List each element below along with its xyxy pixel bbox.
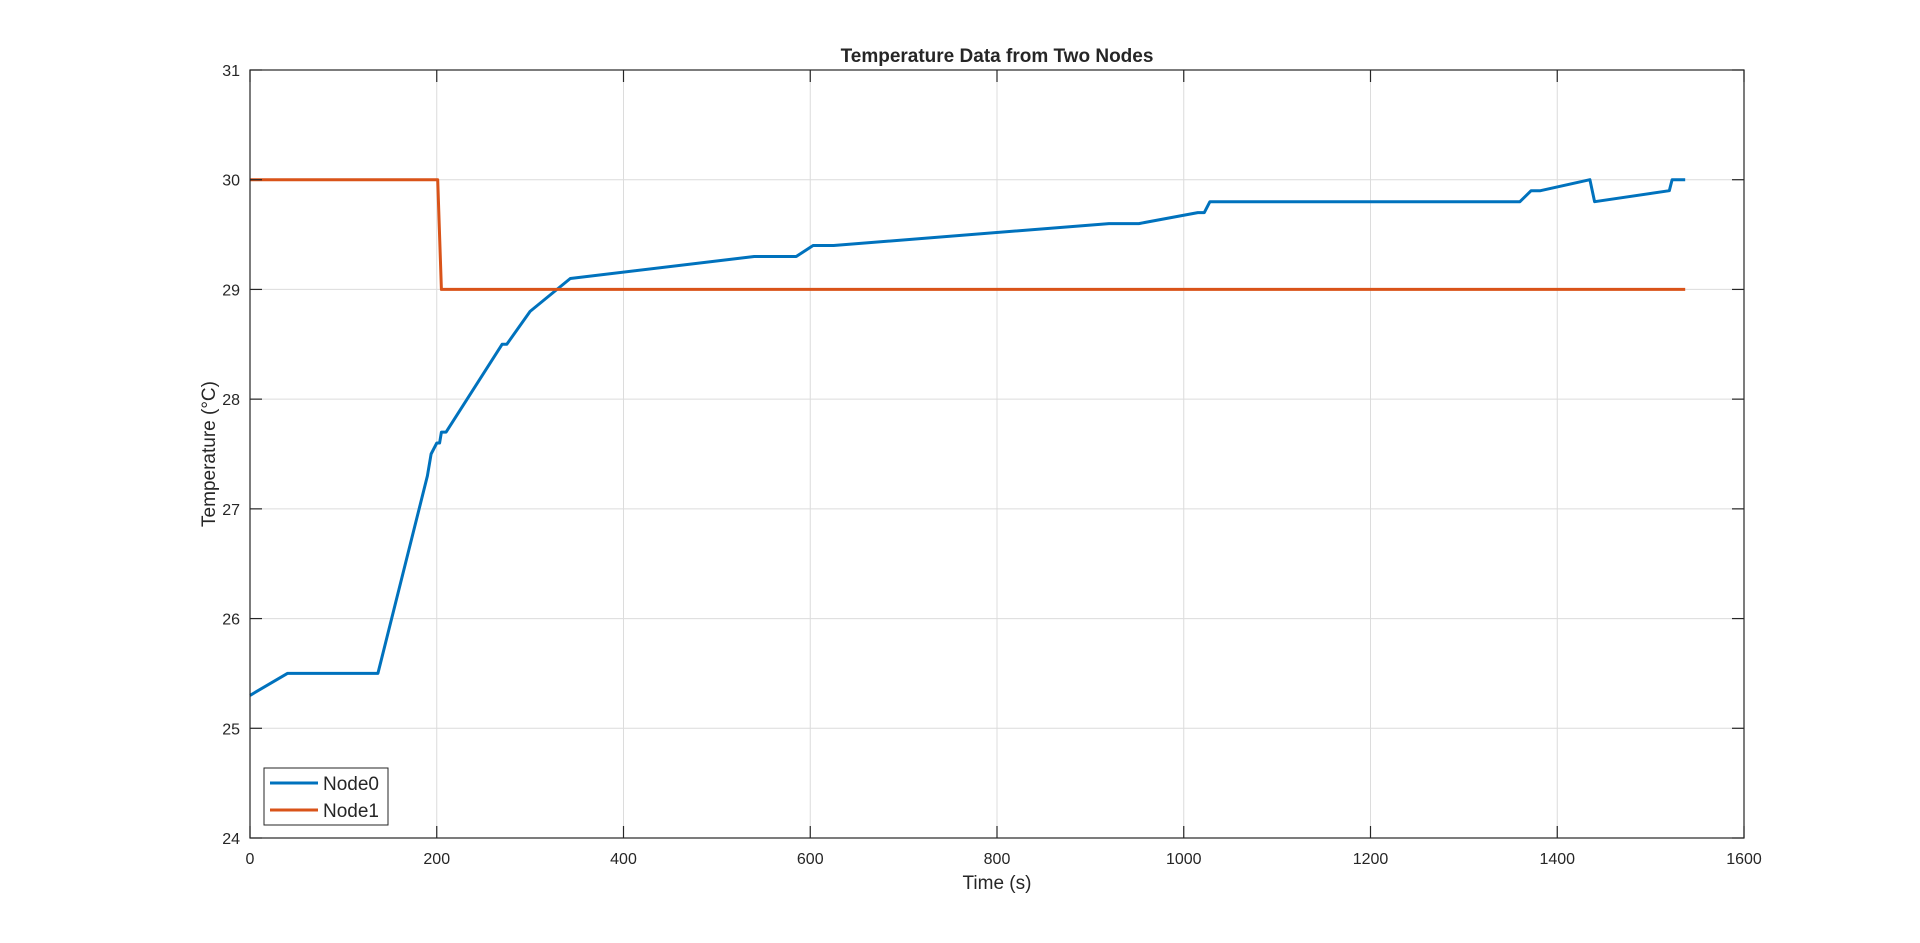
y-tick-label: 30 xyxy=(222,173,240,190)
series-line-node1 xyxy=(250,178,1686,291)
y-tick-label: 28 xyxy=(222,392,240,409)
y-tick-label: 24 xyxy=(222,831,240,848)
grid xyxy=(250,70,1744,838)
series-line-node0 xyxy=(249,178,1686,697)
legend-label-node1: Node1 xyxy=(323,801,379,822)
y-tick-label: 25 xyxy=(222,721,240,738)
legend-label-node0: Node0 xyxy=(323,774,379,795)
ticks xyxy=(249,69,1745,839)
tick-labels: 0 200 400 600 800 1000 1200 1400 1600 24 25 26 27 28 2… xyxy=(222,63,1762,868)
y-tick-label: 29 xyxy=(222,282,240,299)
y-axis-label: Temperature (°C) xyxy=(199,381,220,527)
series-layer xyxy=(249,178,1686,697)
x-tick-label: 1400 xyxy=(1539,851,1575,868)
legend: Node0 Node1 xyxy=(263,767,389,826)
y-tick-label: 27 xyxy=(222,502,240,519)
chart-title: Temperature Data from Two Nodes xyxy=(841,46,1154,67)
x-tick-label: 1000 xyxy=(1166,851,1202,868)
y-tick-label: 31 xyxy=(222,63,240,80)
x-tick-label: 1200 xyxy=(1353,851,1389,868)
x-tick-label: 1600 xyxy=(1726,851,1762,868)
legend-box xyxy=(263,767,389,826)
x-tick-label: 400 xyxy=(610,851,637,868)
x-tick-label: 600 xyxy=(797,851,824,868)
x-tick-label: 800 xyxy=(984,851,1011,868)
x-axis-label: Time (s) xyxy=(963,873,1032,894)
x-tick-label: 200 xyxy=(423,851,450,868)
y-tick-label: 26 xyxy=(222,612,240,629)
x-tick-label: 0 xyxy=(246,851,255,868)
